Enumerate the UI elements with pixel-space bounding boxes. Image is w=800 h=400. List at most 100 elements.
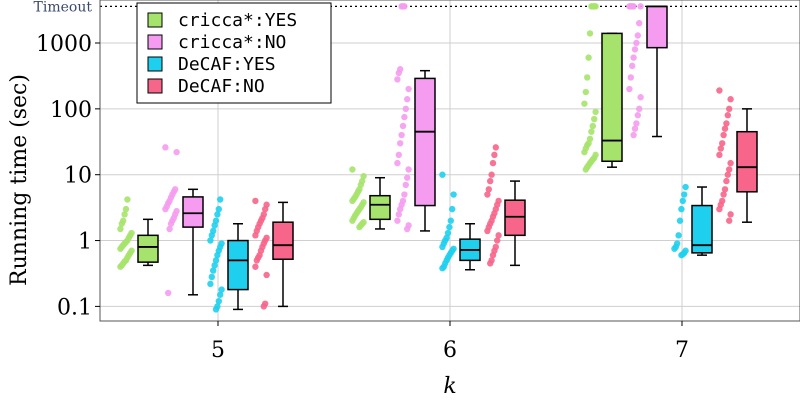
data-point — [446, 223, 453, 231]
data-point — [162, 144, 169, 151]
data-point — [402, 181, 409, 189]
data-point — [405, 222, 412, 229]
data-point — [586, 135, 594, 143]
legend-swatch — [147, 34, 163, 50]
data-point — [172, 186, 179, 193]
data-point — [494, 237, 501, 244]
data-point — [121, 211, 128, 218]
data-point — [117, 225, 124, 233]
data-point — [585, 54, 592, 61]
data-point — [720, 191, 727, 198]
data-point — [584, 74, 591, 81]
y-tick-label: 100 — [50, 98, 92, 123]
data-point — [727, 96, 734, 103]
y-tick-label: 10 — [64, 164, 92, 189]
data-point — [124, 196, 131, 203]
data-point — [495, 232, 502, 239]
data-point — [630, 3, 637, 10]
data-point — [716, 87, 723, 94]
data-point — [582, 88, 589, 96]
data-point — [719, 140, 726, 147]
data-point — [630, 131, 637, 139]
data-point — [717, 145, 724, 152]
data-point — [676, 217, 684, 224]
data-point — [398, 131, 405, 139]
data-point — [631, 125, 639, 132]
data-point — [721, 186, 729, 193]
data-point — [721, 125, 729, 132]
data-point — [122, 205, 130, 213]
data-point — [581, 100, 588, 107]
data-point — [262, 300, 269, 307]
data-point — [404, 96, 411, 103]
x-axis-title: k — [443, 374, 456, 399]
data-point — [218, 286, 225, 293]
data-point — [405, 166, 412, 173]
data-point — [626, 85, 633, 93]
data-point — [395, 151, 402, 159]
data-point — [727, 159, 734, 167]
box-body — [369, 194, 391, 221]
data-point — [681, 191, 688, 198]
data-point — [488, 257, 495, 264]
data-point — [165, 289, 172, 297]
data-point — [402, 105, 409, 113]
data-point — [263, 271, 270, 279]
y-tick-label: 1000 — [36, 32, 92, 57]
data-point — [399, 197, 407, 205]
data-point — [394, 76, 401, 83]
legend-swatch — [147, 78, 163, 94]
data-point — [166, 225, 173, 233]
data-point — [726, 217, 733, 224]
data-point — [485, 186, 492, 193]
data-point — [631, 46, 639, 53]
data-point — [207, 280, 214, 288]
box-body — [691, 204, 713, 254]
data-point — [488, 171, 495, 178]
legend-frame — [136, 2, 332, 104]
data-point — [444, 229, 452, 237]
data-point — [128, 229, 135, 237]
legend-swatch — [147, 56, 163, 72]
data-point — [679, 197, 686, 205]
data-point — [450, 245, 457, 252]
data-point — [252, 197, 259, 205]
data-point — [401, 3, 408, 10]
data-point — [394, 159, 401, 167]
data-point — [394, 217, 401, 224]
data-points — [117, 3, 734, 313]
legend-label: cricca*:YES — [178, 10, 297, 31]
data-point — [173, 148, 180, 156]
data-point — [675, 232, 682, 239]
data-point — [439, 171, 446, 178]
data-point — [217, 196, 224, 203]
legend-label: DeCAF:NO — [178, 76, 265, 97]
y-tick-label: 0.1 — [57, 295, 92, 320]
data-point — [723, 120, 730, 127]
box-body — [227, 239, 249, 291]
timeout-label: Timeout — [34, 0, 93, 15]
data-point — [727, 211, 734, 218]
box-body — [736, 130, 758, 193]
data-point — [212, 257, 220, 264]
data-point — [260, 211, 267, 218]
data-point — [723, 177, 730, 185]
data-point — [592, 3, 599, 10]
data-point — [627, 74, 634, 81]
data-point — [397, 66, 404, 73]
y-tick-label: 1 — [78, 230, 92, 255]
data-point — [720, 131, 727, 139]
data-point — [215, 297, 222, 305]
data-point — [360, 218, 367, 226]
data-point — [491, 151, 498, 159]
data-point — [492, 243, 499, 251]
data-point — [263, 201, 270, 208]
data-point — [399, 122, 407, 130]
data-point — [405, 85, 412, 93]
box-body — [504, 199, 526, 237]
data-point — [487, 177, 494, 185]
data-point — [218, 240, 225, 247]
data-point — [208, 273, 215, 281]
data-point — [726, 166, 733, 173]
